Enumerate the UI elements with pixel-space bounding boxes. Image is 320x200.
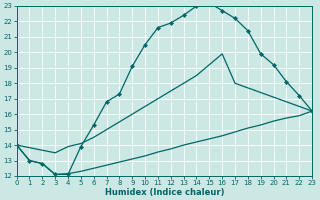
X-axis label: Humidex (Indice chaleur): Humidex (Indice chaleur): [105, 188, 224, 197]
